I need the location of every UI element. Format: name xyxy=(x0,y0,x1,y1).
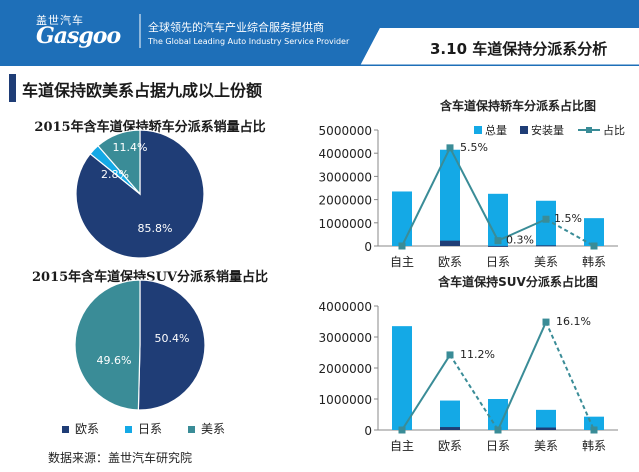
sedan-pct-point-2 xyxy=(494,237,502,245)
header-banner: 盖世汽车 Gasgoo 全球领先的汽车产业综合服务提供商 The Global … xyxy=(0,0,639,66)
suv-ytick-0: 0 xyxy=(364,424,372,438)
header-background xyxy=(0,0,639,66)
logo-chinese-text: 盖世汽车 xyxy=(36,14,84,27)
suv-pct-point-3 xyxy=(542,318,550,326)
sedan-legend-total: 总量 xyxy=(485,123,507,137)
sedan-bar-total-4 xyxy=(584,218,604,246)
sedan-bar-total-0 xyxy=(392,191,412,246)
sedan-pct-line-seg-2 xyxy=(497,218,547,242)
sedan-legend-swatch-total xyxy=(474,126,482,134)
pie2-title: 2015年含车道保持SUV分派系销量占比 xyxy=(32,270,268,285)
pie2-label-0: 50.4% xyxy=(155,332,190,345)
sedan-legend-pct: 占比 xyxy=(603,123,625,137)
suv-ytick-2: 2000000 xyxy=(319,362,372,376)
data-source: 数据来源：盖世汽车研究院 xyxy=(48,451,193,465)
suv-xtick-2: 日系 xyxy=(486,439,510,453)
suv-xtick-4: 韩系 xyxy=(582,438,606,453)
tagline-chinese: 全球领先的汽车产业综合服务提供商 xyxy=(148,21,324,34)
sedan-bar-total-1 xyxy=(440,149,460,246)
suv-bar-total-1 xyxy=(440,400,460,430)
sedan-pct-line-seg-3 xyxy=(545,218,595,247)
legend-label-us: 美系 xyxy=(201,422,226,436)
suv-xtick-3: 美系 xyxy=(534,439,558,453)
sedan-pct-point-1 xyxy=(446,144,454,152)
sedan-pct-label-1: 5.5% xyxy=(460,141,488,154)
sedan-bar-total-3 xyxy=(536,200,556,246)
suv-pct-line-seg-1 xyxy=(449,354,499,431)
sedan-ytick-1: 1000000 xyxy=(319,217,372,231)
legend-swatch-us xyxy=(188,426,196,433)
pie1-label-2: 11.4% xyxy=(113,141,148,154)
pie1-slice-2 xyxy=(97,129,141,196)
gasgoo-logo: Gasgoo xyxy=(36,23,121,49)
sedan-pct-label-3: 1.5% xyxy=(554,212,582,225)
pie1-title: 2015年含车道保持轿车分派系销量占比 xyxy=(34,120,266,135)
legend-item-us: 美系 xyxy=(188,420,225,437)
sedan-title: 含车道保持轿车分派系占比图 xyxy=(440,98,596,113)
sedan-legend-installed: 安装量 xyxy=(531,123,564,137)
suv-bar-installed-3 xyxy=(536,427,556,430)
pie1-label-1: 2.8% xyxy=(101,168,129,181)
suv-title: 含车道保持SUV分派系占比图 xyxy=(438,274,598,289)
suv-pct-label-1: 11.2% xyxy=(460,348,495,361)
suv-ytick-4: 4000000 xyxy=(319,300,372,314)
legend-item-euro: 欧系 xyxy=(62,420,99,437)
sedan-xtick-0: 自主 xyxy=(390,255,414,269)
legend-label-euro: 欧系 xyxy=(75,422,100,436)
page-subtitle: 车道保持欧美系占据九成以上份额 xyxy=(22,81,263,100)
legend-swatch-japan xyxy=(125,426,133,433)
sedan-pct-point-4 xyxy=(590,242,598,250)
suv-pct-line-seg-0 xyxy=(401,354,451,431)
pie-legend: 欧系 日系 美系 xyxy=(62,420,225,437)
sedan-ytick-5: 5000000 xyxy=(319,124,372,138)
suv-pct-line-seg-2 xyxy=(497,321,547,431)
header-blue-band xyxy=(0,0,639,66)
sedan-pct-line-seg-0 xyxy=(401,147,451,247)
suv-bar-installed-1 xyxy=(440,427,460,430)
suv-bar-total-0 xyxy=(392,326,412,430)
sedan-pct-point-0 xyxy=(398,242,406,250)
sedan-legend-swatch-installed xyxy=(520,126,528,134)
suv-pct-point-4 xyxy=(590,426,598,434)
sedan-xtick-3: 美系 xyxy=(534,255,558,269)
pie1-label-0: 85.8% xyxy=(138,222,173,235)
pie2-slice-0 xyxy=(137,279,206,411)
tagline-english: The Global Leading Auto Industry Service… xyxy=(148,37,350,46)
sedan-ytick-4: 4000000 xyxy=(319,147,372,161)
pie2-slice-2 xyxy=(74,279,141,411)
sedan-ytick-2: 2000000 xyxy=(319,194,372,208)
sedan-bar-installed-2 xyxy=(488,245,508,247)
suv-xtick-0: 自主 xyxy=(390,439,414,453)
sedan-pct-line-seg-1 xyxy=(449,147,499,242)
suv-pct-point-1 xyxy=(446,351,454,359)
suv-pct-point-0 xyxy=(398,426,406,434)
section-title: 3.10 车道保持分派系分析 xyxy=(430,40,608,58)
suv-pct-label-3: 16.1% xyxy=(556,315,591,328)
sedan-bar-installed-1 xyxy=(440,240,460,246)
sedan-ytick-3: 3000000 xyxy=(319,170,372,184)
legend-item-japan: 日系 xyxy=(125,420,162,437)
sedan-ytick-0: 0 xyxy=(364,240,372,254)
legend-label-japan: 日系 xyxy=(138,422,163,436)
suv-pct-point-2 xyxy=(494,426,502,434)
sedan-legend-line-marker xyxy=(586,127,592,133)
sedan-xtick-2: 日系 xyxy=(486,255,510,269)
suv-bar-total-3 xyxy=(536,409,556,430)
suv-xtick-1: 欧系 xyxy=(438,439,462,453)
legend-swatch-euro xyxy=(62,426,69,433)
sedan-pct-point-3 xyxy=(542,215,550,223)
sedan-bar-installed-3 xyxy=(536,245,556,247)
subtitle-accent-bar xyxy=(9,74,16,102)
suv-ytick-3: 3000000 xyxy=(319,331,372,345)
sedan-xtick-4: 韩系 xyxy=(582,254,606,269)
sedan-pct-label-2: 0.3% xyxy=(506,234,534,247)
pie2-label-2: 49.6% xyxy=(97,354,132,367)
suv-pct-line-seg-3 xyxy=(545,321,595,431)
sedan-xtick-1: 欧系 xyxy=(438,255,462,269)
suv-ytick-1: 1000000 xyxy=(319,393,372,407)
